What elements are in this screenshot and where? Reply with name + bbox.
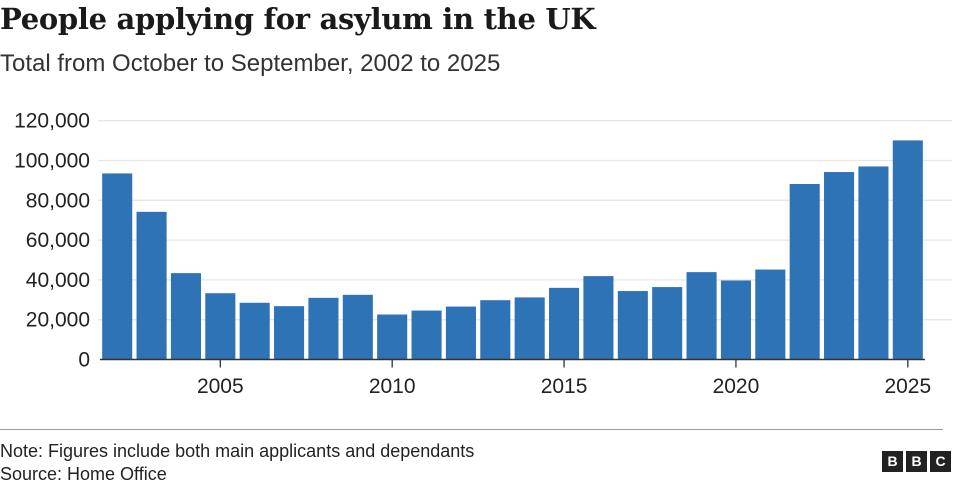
bar-2021	[755, 269, 786, 360]
bar-2006	[239, 302, 270, 360]
bar-2009	[342, 294, 373, 360]
y-tick-label: 100,000	[14, 150, 90, 173]
bar-2019	[686, 272, 717, 360]
bar-2025	[892, 140, 923, 360]
bbc-logo-letter: B	[882, 451, 903, 472]
chart-title: People applying for asylum in the UK	[0, 2, 596, 36]
bar-chart: 0 20,000 40,000 60,000 80,000 100,000 120,000 2…	[14, 110, 952, 398]
footer-divider	[0, 429, 943, 430]
bar-2010	[377, 314, 408, 360]
y-tick-label: 0	[78, 349, 90, 372]
x-tick-label: 2025	[884, 375, 931, 398]
bar-2022	[789, 183, 820, 360]
bar-2013	[480, 300, 511, 360]
footer-note: Note: Figures include both main applican…	[0, 441, 475, 461]
x-tick-label: 2010	[369, 375, 416, 398]
y-tick-label: 60,000	[26, 229, 90, 252]
bbc-logo-letter: B	[906, 451, 927, 472]
footer-source: Source: Home Office	[0, 464, 167, 484]
bar-2002	[102, 173, 133, 360]
bar-2007	[274, 306, 305, 360]
y-tick-label: 120,000	[14, 110, 90, 133]
x-tick-label: 2020	[713, 375, 760, 398]
bar-2023	[824, 172, 855, 360]
bar-2014	[514, 297, 545, 360]
bbc-logo: B B C	[882, 451, 951, 472]
bar-2005	[205, 293, 236, 360]
bar-2004	[170, 273, 201, 360]
bbc-logo-letter: C	[930, 451, 951, 472]
y-tick-label: 40,000	[26, 269, 90, 292]
bar-2015	[549, 287, 580, 360]
bar-2016	[583, 276, 614, 360]
chart-subtitle: Total from October to September, 2002 to…	[0, 50, 501, 77]
bar-2018	[652, 287, 683, 360]
bar-2003	[136, 211, 167, 360]
bar-2020	[720, 280, 751, 360]
x-tick-label: 2005	[197, 375, 244, 398]
bar-2012	[445, 306, 476, 360]
bar-2008	[308, 297, 339, 360]
bar-2011	[411, 310, 442, 360]
bar-2017	[617, 291, 648, 360]
y-tick-label: 20,000	[26, 309, 90, 332]
y-tick-label: 80,000	[26, 189, 90, 212]
bar-2024	[858, 166, 889, 360]
x-tick-label: 2015	[541, 375, 588, 398]
